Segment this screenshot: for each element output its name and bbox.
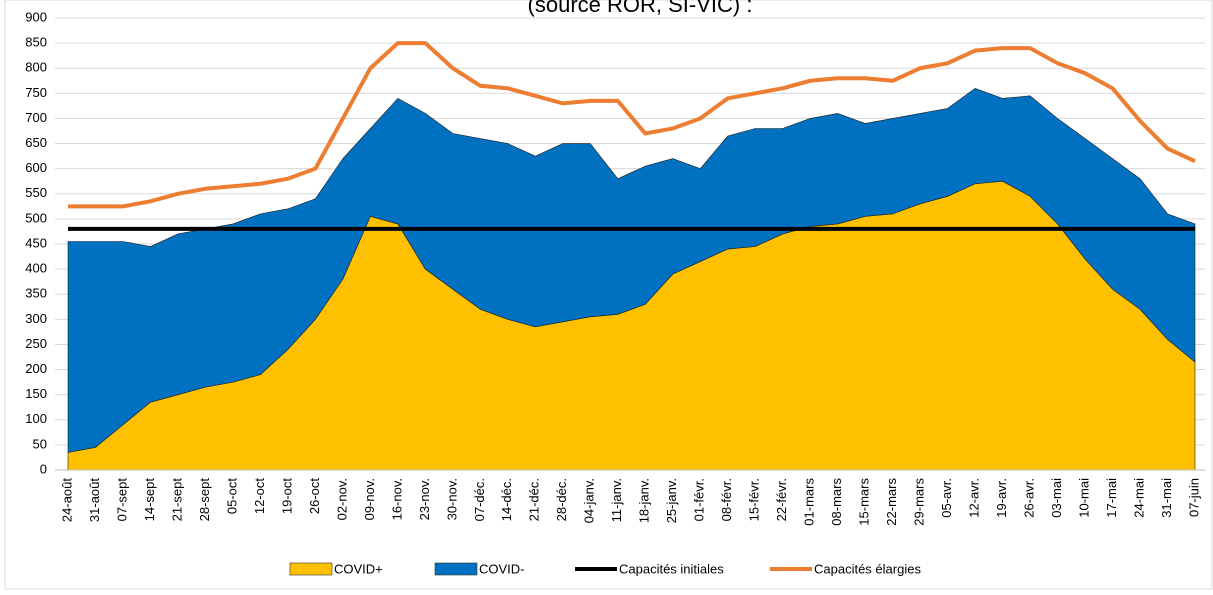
area xyxy=(67,87,1196,453)
legend-item: Capacités initiales xyxy=(575,561,724,576)
x-tick-label: 12-avr. xyxy=(967,478,982,518)
x-tick-label: 29-mars xyxy=(912,478,927,526)
x-tick-label: 08-févr. xyxy=(719,478,734,521)
y-tick-label: 200 xyxy=(25,361,47,376)
x-tick-label: 24-août xyxy=(59,478,74,522)
x-tick-label: 26-oct xyxy=(307,478,322,515)
x-tick-label: 14-sept xyxy=(142,478,157,522)
y-tick-label: 900 xyxy=(25,9,47,24)
x-tick-label: 31-mai xyxy=(1159,478,1174,518)
x-tick-label: 21-sept xyxy=(169,478,184,522)
x-tick-label: 01-mars xyxy=(802,478,817,526)
x-tick-label: 03-mai xyxy=(1049,478,1064,518)
y-tick-label: 800 xyxy=(25,60,47,75)
x-tick-label: 22-mars xyxy=(884,478,899,526)
legend-item: COVID- xyxy=(434,561,525,576)
y-tick-label: 600 xyxy=(25,160,47,175)
y-tick-label: 0 xyxy=(40,461,47,476)
x-tick-label: 25-janv. xyxy=(664,478,679,523)
x-tick-label: 23-nov. xyxy=(417,478,432,520)
y-tick-label: 700 xyxy=(25,110,47,125)
x-tick-label: 24-mai xyxy=(1131,478,1146,518)
legend-label: Capacités élargies xyxy=(814,561,921,576)
y-tick-label: 250 xyxy=(25,336,47,351)
legend-item: Capacités élargies xyxy=(770,561,921,576)
x-tick-label: 28-déc. xyxy=(554,478,569,521)
x-tick-label: 30-nov. xyxy=(444,478,459,520)
y-tick-label: 650 xyxy=(25,135,47,150)
x-tick-label: 01-févr. xyxy=(692,478,707,521)
y-tick-label: 500 xyxy=(25,210,47,225)
x-tick-label: 09-nov. xyxy=(362,478,377,520)
x-tick-label: 15-févr. xyxy=(747,478,762,521)
y-tick-label: 750 xyxy=(25,85,47,100)
x-tick-label: 16-nov. xyxy=(389,478,404,520)
x-tick-label: 19-avr. xyxy=(994,478,1009,518)
x-tick-label: 22-févr. xyxy=(774,478,789,521)
x-tick-label: 07-déc. xyxy=(472,478,487,521)
x-tick-label: 21-déc. xyxy=(527,478,542,521)
x-tick-label: 04-janv. xyxy=(582,478,597,523)
legend-item: COVID+ xyxy=(289,561,383,576)
x-tick-label: 08-mars xyxy=(829,478,844,526)
legend-label: Capacités initiales xyxy=(619,561,724,576)
y-tick-label: 850 xyxy=(25,35,47,50)
x-tick-label: 10-mai xyxy=(1076,478,1091,518)
x-tick-label: 18-janv. xyxy=(637,478,652,523)
line xyxy=(68,41,1196,209)
y-tick-label: 300 xyxy=(25,311,47,326)
y-tick-label: 50 xyxy=(33,436,47,451)
x-tick-label: 26-avr. xyxy=(1022,478,1037,518)
chart-frame xyxy=(4,0,1213,590)
x-tick-label: 15-mars xyxy=(857,478,872,526)
legend-label: COVID- xyxy=(479,561,525,576)
x-tick-label: 31-août xyxy=(87,478,102,522)
x-tick-label: 02-nov. xyxy=(334,478,349,520)
legend-swatch xyxy=(434,562,478,576)
x-tick-label: 12-oct xyxy=(252,478,267,515)
legend-swatch xyxy=(289,562,333,576)
x-tick-label: 11-janv. xyxy=(609,478,624,522)
y-tick-label: 350 xyxy=(25,286,47,301)
x-tick-label: 07-juin xyxy=(1186,478,1201,517)
x-tick-label: 07-sept xyxy=(114,478,129,522)
legend-label: COVID+ xyxy=(334,561,383,576)
y-tick-label: 150 xyxy=(25,386,47,401)
y-tick-label: 400 xyxy=(25,261,47,276)
y-tick-label: 100 xyxy=(25,411,47,426)
y-tick-label: 550 xyxy=(25,185,47,200)
x-tick-label: 19-oct xyxy=(279,478,294,515)
x-tick-label: 28-sept xyxy=(197,478,212,522)
x-tick-label: 05-oct xyxy=(224,478,239,515)
y-tick-label: 450 xyxy=(25,235,47,250)
chart-title: (source ROR, SI-VIC) : xyxy=(528,0,753,17)
x-tick-label: 14-déc. xyxy=(499,478,514,521)
x-tick-label: 17-mai xyxy=(1104,478,1119,518)
x-tick-label: 05-avr. xyxy=(939,478,954,518)
